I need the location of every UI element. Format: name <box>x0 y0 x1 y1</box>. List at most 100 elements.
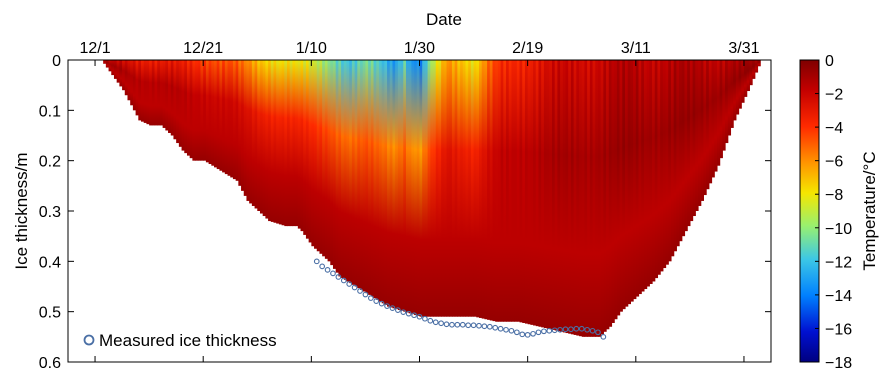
heatmap-column <box>551 60 556 330</box>
heatmap-column <box>381 60 385 304</box>
heatmap-column <box>738 60 742 109</box>
measured-point <box>486 323 493 330</box>
heatmap-column <box>273 60 277 223</box>
heatmap-column <box>616 60 621 316</box>
measured-point <box>600 333 607 340</box>
heatmap-column <box>324 60 329 259</box>
heatmap-column <box>287 60 291 227</box>
heatmap-column <box>692 60 696 217</box>
heatmap-column <box>695 60 699 211</box>
y-tick-label: 0.6 <box>39 355 61 372</box>
heatmap-column <box>208 60 212 165</box>
heatmap-column <box>403 60 407 312</box>
heatmap-column <box>235 60 239 181</box>
heatmap-column <box>660 60 664 272</box>
measured-point <box>330 270 336 277</box>
heatmap-column <box>495 60 499 322</box>
y-axis-label: Ice thickness/m <box>12 152 31 269</box>
heatmap-column <box>159 60 164 126</box>
colorbar-tick-label: −16 <box>825 321 852 338</box>
heatmap-column <box>116 60 120 83</box>
heatmap-column <box>330 60 334 266</box>
heatmap-column <box>457 60 461 317</box>
heatmap-column <box>195 60 199 161</box>
heatmap-column <box>633 60 637 300</box>
y-tick-label: 0.3 <box>39 204 61 221</box>
heatmap-column <box>700 60 704 201</box>
heatmap-column <box>654 60 659 279</box>
heatmap-column <box>378 60 383 302</box>
heatmap-column <box>119 60 123 87</box>
heatmap-column <box>319 60 323 254</box>
heatmap-column <box>178 60 183 147</box>
heatmap-column <box>311 60 315 247</box>
heatmap-column <box>622 60 626 310</box>
measured-point <box>513 329 520 336</box>
measured-point <box>573 325 580 332</box>
heatmap-column <box>351 60 356 285</box>
heatmap-column <box>400 60 404 311</box>
heatmap-column <box>422 60 426 317</box>
heatmap-column <box>506 60 510 322</box>
heatmap-column <box>535 60 540 327</box>
heatmap-column <box>725 60 729 144</box>
y-axis: 0 0.1 0.2 0.3 0.4 0.5 0.6 <box>39 53 771 372</box>
heatmap-column <box>289 60 294 227</box>
measured-point <box>449 321 455 328</box>
measured-point <box>405 310 412 317</box>
heatmap-column <box>476 60 480 318</box>
heatmap-column <box>743 60 748 97</box>
measured-ice-thickness-series <box>313 258 607 340</box>
heatmap-column <box>481 60 485 319</box>
heatmap-column <box>322 60 326 257</box>
heatmap-column <box>433 60 437 317</box>
heatmap-column <box>203 60 207 161</box>
heatmap-column <box>138 60 142 121</box>
heatmap-column <box>389 60 394 308</box>
heatmap-column <box>441 60 445 317</box>
heatmap-column <box>219 60 223 171</box>
heatmap-column <box>727 60 732 136</box>
measured-point <box>346 281 353 287</box>
heatmap-column <box>530 60 534 325</box>
heatmap-column <box>668 60 672 262</box>
heatmap-column <box>419 60 423 317</box>
measured-point <box>530 330 536 337</box>
heatmap-column <box>581 60 586 337</box>
heatmap-column <box>343 60 348 280</box>
heatmap-column <box>557 60 561 332</box>
heatmap-column <box>514 60 518 322</box>
measured-point <box>459 321 466 328</box>
measured-point <box>443 321 450 328</box>
measured-point <box>562 326 569 333</box>
colorbar-tick-label: −18 <box>825 355 852 372</box>
heatmap-column <box>216 60 221 170</box>
heatmap-column <box>538 60 542 327</box>
heatmap-column <box>687 60 691 227</box>
heatmap-column <box>365 60 369 294</box>
heatmap-column <box>684 60 688 232</box>
heatmap-column <box>249 60 253 204</box>
heatmap-column <box>698 60 702 206</box>
heatmap-column <box>230 60 234 178</box>
heatmap-column <box>341 60 345 279</box>
heatmap-column <box>227 60 231 176</box>
colorbar-label: Temperature/°C <box>860 151 879 270</box>
heatmap-column <box>397 60 402 310</box>
heatmap-column <box>554 60 558 331</box>
heatmap-column <box>111 60 115 76</box>
heatmap-column <box>746 60 750 92</box>
y-tick-label: 0.4 <box>39 254 61 271</box>
y-tick-label: 0.1 <box>39 103 61 120</box>
heatmap-column <box>368 60 372 295</box>
measured-point <box>551 327 558 334</box>
heatmap-column <box>584 60 588 337</box>
heatmap-column <box>706 60 710 190</box>
heatmap-column <box>579 60 583 337</box>
heatmap-column <box>646 60 650 287</box>
x-tick-label: 1/30 <box>404 40 435 57</box>
measured-point <box>335 274 342 280</box>
colorbar-tick-label: −10 <box>825 221 852 238</box>
heatmap-column <box>614 60 618 320</box>
x-tick-label: 2/19 <box>512 40 543 57</box>
